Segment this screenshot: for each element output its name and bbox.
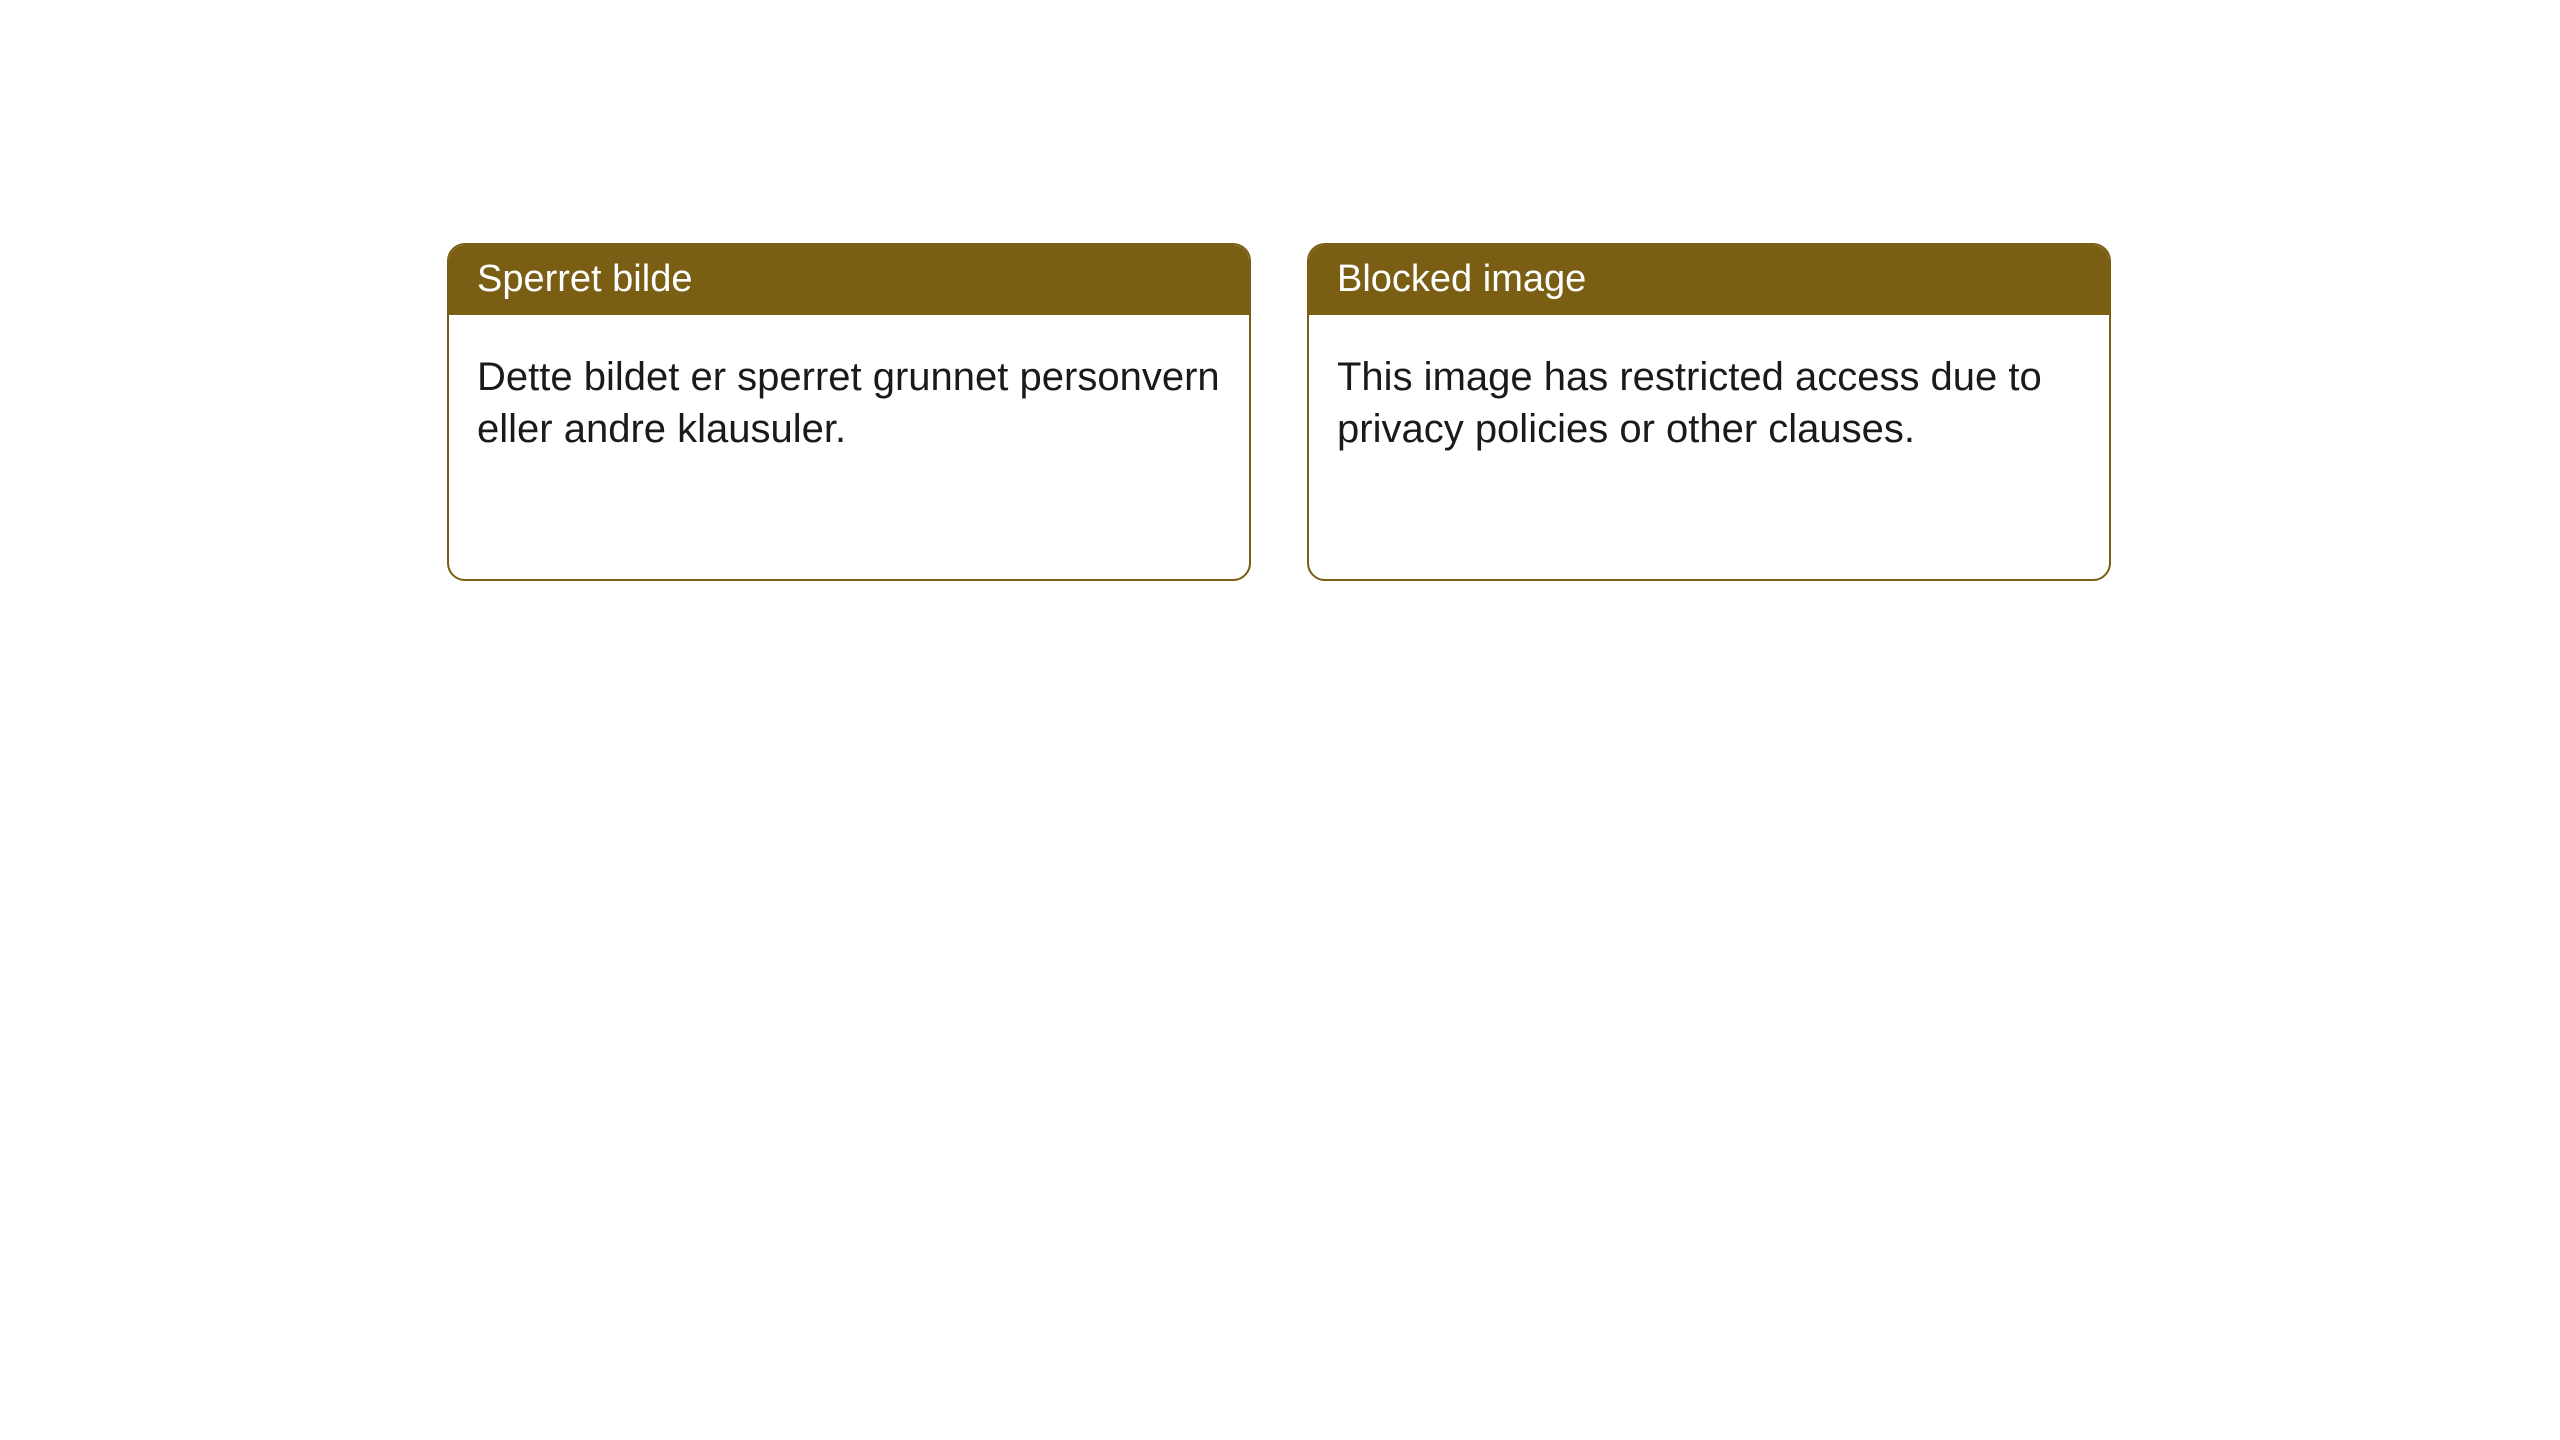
card-message: This image has restricted access due to … [1337,355,2042,451]
card-message: Dette bildet er sperret grunnet personve… [477,355,1220,451]
card-body: This image has restricted access due to … [1309,315,2109,491]
notice-container: Sperret bilde Dette bildet er sperret gr… [447,243,2111,581]
card-header: Blocked image [1309,245,2109,315]
card-body: Dette bildet er sperret grunnet personve… [449,315,1249,491]
blocked-image-card-english: Blocked image This image has restricted … [1307,243,2111,581]
card-header: Sperret bilde [449,245,1249,315]
card-title: Blocked image [1337,258,1586,300]
card-title: Sperret bilde [477,258,692,300]
blocked-image-card-norwegian: Sperret bilde Dette bildet er sperret gr… [447,243,1251,581]
